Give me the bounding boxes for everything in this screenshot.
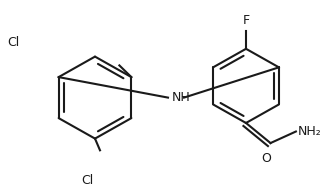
Text: NH₂: NH₂ — [298, 125, 322, 138]
Text: O: O — [262, 152, 271, 165]
Text: Cl: Cl — [81, 174, 93, 187]
Text: Cl: Cl — [7, 36, 19, 50]
Text: F: F — [243, 14, 250, 27]
Text: NH: NH — [172, 91, 191, 104]
